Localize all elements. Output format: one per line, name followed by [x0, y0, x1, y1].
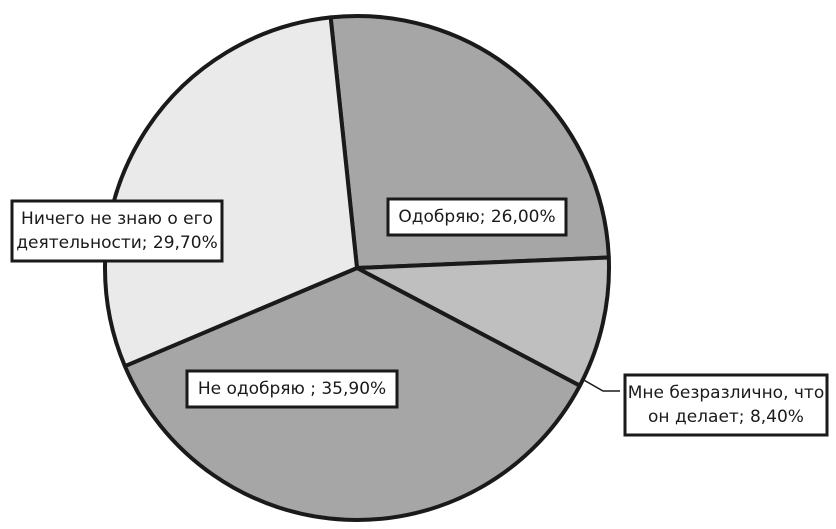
slices-layer [103, 14, 611, 522]
labels-layer: Одобряю; 26,00% Мне безразлично, что он де… [10, 197, 829, 437]
data-label-box [623, 373, 829, 437]
data-label-box [386, 197, 568, 237]
data-label-text: Не одобряю ; 35,90% [198, 379, 386, 399]
data-label: Не одобряю ; 35,90% [185, 369, 399, 409]
slice-unaware [103, 15, 359, 369]
data-label-text: Одобряю; 26,00% [398, 207, 555, 227]
leaders-layer [581, 378, 620, 392]
data-label-text: Мне безразлично, что [628, 383, 825, 403]
data-label: Ничего не знаю о его деятельности; 29,70% [10, 199, 224, 263]
data-label: Одобряю; 26,00% [386, 197, 568, 237]
slice-indifferent [355, 255, 611, 388]
label-leader-line [581, 378, 620, 392]
data-label: Мне безразлично, что он делает; 8,40% [623, 373, 829, 437]
data-label-box [185, 369, 399, 409]
data-label-text: он делает; 8,40% [648, 407, 804, 427]
data-label-text: Ничего не знаю о его [21, 209, 213, 229]
data-label-box [10, 199, 224, 263]
data-label-text: деятельности; 29,70% [16, 233, 217, 253]
